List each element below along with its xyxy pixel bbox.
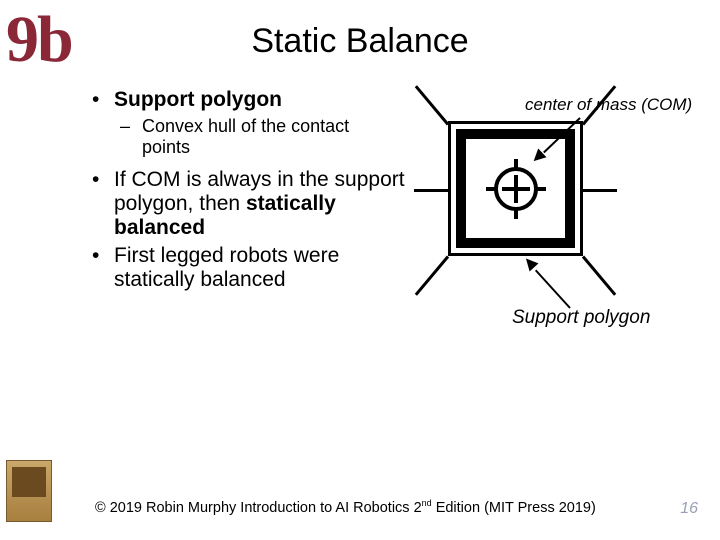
leg-line (583, 189, 617, 192)
slide: 9b Static Balance Support polygon Convex… (0, 0, 720, 540)
bullet-text: Support polygon (114, 88, 282, 112)
copyright-sup: nd (422, 498, 432, 508)
bullet-text: If COM is always in the support polygon,… (114, 168, 414, 240)
page-number: 16 (680, 500, 698, 518)
copyright-post: Edition (MIT Press 2019) (432, 500, 596, 516)
bullet-text: First legged robots were statically bala… (114, 244, 414, 292)
label-com: center of mass (COM) (525, 95, 692, 115)
leg-line (414, 189, 448, 192)
figure-support-polygon: center of mass (COM) Support polygon (430, 95, 690, 325)
com-cross-v-inner (514, 175, 518, 203)
footer-copyright: © 2019 Robin Murphy Introduction to AI R… (95, 498, 596, 516)
copyright-pre: © 2019 Robin Murphy Introduction to AI R… (95, 500, 422, 516)
page-title: Static Balance (0, 22, 720, 61)
com-icon (494, 167, 538, 211)
arrow-line (535, 269, 571, 308)
book-cover-image (12, 467, 46, 497)
bullet-text: Convex hull of the contact points (142, 116, 362, 158)
book-thumbnail (6, 460, 52, 522)
leg-line (582, 256, 616, 296)
label-support-polygon: Support polygon (512, 307, 650, 329)
